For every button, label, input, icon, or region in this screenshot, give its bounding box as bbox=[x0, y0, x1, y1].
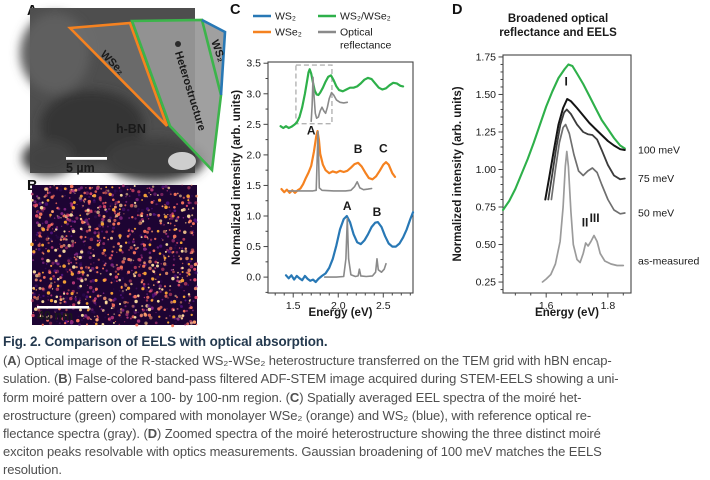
chart-title: reflectance and EELS bbox=[499, 27, 617, 39]
panel-c-chart: 1.5 2.0 2.5 0.0 0.5 1.0 1.5 2.0 2.5 3.0 3.5 Energy … bbox=[231, 11, 415, 319]
y-tick-label: 1.75 bbox=[476, 51, 497, 63]
axes-frame bbox=[267, 61, 414, 294]
legend-label: reflectance bbox=[340, 40, 392, 52]
caption-line: resolution. bbox=[3, 462, 62, 478]
y-axis-label: Normalized intensity (arb. units) bbox=[231, 90, 243, 265]
scale-bar-a bbox=[66, 157, 107, 160]
curve-label: 100 meV bbox=[638, 144, 680, 156]
y-tick-label: 1.5 bbox=[246, 180, 261, 192]
peak-annotation: B bbox=[373, 205, 382, 219]
y-tick-label: 0.25 bbox=[476, 277, 497, 289]
caption-line: form moiré pattern over a 100- by 100-nm… bbox=[3, 389, 582, 405]
x-tick-label: 2.5 bbox=[376, 300, 391, 312]
x-axis-label: Energy (eV) bbox=[309, 307, 373, 319]
peak-annotation: I bbox=[565, 74, 568, 88]
caption-heading: Fig. 2. Comparison of EELS with optical … bbox=[3, 334, 328, 349]
hbn-region-label: h-BN bbox=[116, 122, 146, 136]
x-tick-label: 1.8 bbox=[601, 300, 616, 312]
heterostructure-region bbox=[132, 20, 225, 170]
series-line bbox=[310, 76, 349, 123]
scale-bar-a-label: 5 µm bbox=[66, 161, 95, 175]
axis-tick-labels: 1.5 2.0 2.5 0.0 0.5 1.0 1.5 2.0 2.5 3.0 3.5 bbox=[246, 58, 390, 312]
ws2-outline bbox=[201, 18, 227, 96]
peak-annotation: C bbox=[379, 141, 388, 155]
scale-bar-b bbox=[37, 306, 89, 309]
peak-annotation: B bbox=[354, 142, 363, 156]
y-tick-label: 2.5 bbox=[246, 119, 261, 131]
series-line bbox=[501, 63, 626, 212]
series-line bbox=[323, 217, 387, 278]
x-tick-label: 1.6 bbox=[539, 300, 554, 312]
zoom-region-box bbox=[295, 64, 333, 125]
peak-annotation: A bbox=[343, 199, 352, 213]
legend-label: WSe₂ bbox=[275, 27, 302, 39]
series-line bbox=[541, 150, 625, 283]
peak-annotation: A bbox=[307, 124, 316, 138]
legend-label: Optical bbox=[340, 27, 373, 39]
caption-line: (A) Optical image of the R-stacked WS₂-W… bbox=[3, 353, 612, 369]
y-tick-label: 1.25 bbox=[476, 126, 497, 138]
y-tick-label: 3.0 bbox=[246, 88, 261, 100]
x-tick-label: 1.5 bbox=[286, 300, 301, 312]
panel-b-stem-image: 40 nm bbox=[30, 184, 198, 328]
axes-frame bbox=[502, 54, 632, 294]
heterostructure-outline bbox=[130, 18, 223, 173]
y-tick-label: 0.0 bbox=[246, 272, 261, 284]
bright-spot bbox=[168, 152, 196, 170]
axis-ticks bbox=[498, 56, 624, 298]
y-tick-label: 1.00 bbox=[476, 164, 497, 176]
y-tick-label: 0.50 bbox=[476, 239, 497, 251]
caption-body: (A) Optical image of the R-stacked WS₂-W… bbox=[3, 352, 707, 479]
series-line bbox=[547, 108, 626, 201]
caption-line: sulation. (B) False-colored band-pass fi… bbox=[3, 371, 619, 387]
panel-a-micrograph: WSe₂ Heterostructure WS₂ h-BN 5 µm bbox=[20, 8, 227, 182]
series-line bbox=[279, 68, 405, 130]
series-line bbox=[280, 130, 397, 194]
peak-annotation: III bbox=[590, 211, 600, 225]
x-axis-label: Energy (eV) bbox=[535, 307, 599, 319]
curve-label: 50 meV bbox=[638, 208, 674, 220]
panel-d-chart: 1.6 1.8 0.25 0.50 0.75 1.00 1.25 1.50 1.75 Energy… bbox=[452, 13, 699, 319]
y-tick-label: 2.0 bbox=[246, 149, 261, 161]
y-axis-label: Normalized intensity (arb. units) bbox=[452, 86, 464, 261]
series-line bbox=[287, 130, 373, 192]
caption-line: exciton peaks resolvable with optics mea… bbox=[3, 444, 602, 460]
wse2-outline bbox=[67, 21, 169, 127]
moire-speckle-pattern bbox=[30, 184, 198, 328]
y-tick-label: 1.0 bbox=[246, 211, 261, 223]
y-tick-label: 0.75 bbox=[476, 202, 497, 214]
series-line bbox=[550, 123, 626, 215]
figure-caption: Fig. 2. Comparison of EELS with optical … bbox=[3, 333, 707, 480]
caption-line: flectance spectra (gray). (D) Zoomed spe… bbox=[3, 426, 601, 442]
y-tick-label: 0.5 bbox=[246, 241, 261, 253]
caption-line: erostructure (green) compared with monol… bbox=[3, 407, 592, 423]
axis-tick-labels: 1.6 1.8 0.25 0.50 0.75 1.00 1.25 1.50 1.75 bbox=[476, 51, 616, 312]
panel-d-label: D bbox=[452, 2, 463, 18]
scale-bar-b-label: 40 nm bbox=[37, 309, 73, 323]
series-line bbox=[284, 211, 415, 284]
x-tick-label: 2.0 bbox=[331, 300, 346, 312]
legend-label: WS₂/WSe₂ bbox=[340, 11, 391, 23]
peak-annotation: II bbox=[582, 216, 589, 230]
axis-ticks bbox=[263, 62, 411, 298]
y-tick-label: 3.5 bbox=[246, 58, 261, 70]
series-line bbox=[544, 98, 626, 201]
legend-label: WS₂ bbox=[275, 11, 296, 23]
curve-label: as-measured bbox=[638, 256, 699, 268]
y-tick-label: 1.50 bbox=[476, 89, 497, 101]
defect-spot bbox=[175, 41, 181, 47]
micrograph-texture bbox=[20, 13, 205, 182]
curve-label: 75 meV bbox=[638, 173, 674, 185]
panel-c-label: C bbox=[230, 2, 241, 18]
chart-title: Broadened optical bbox=[508, 13, 608, 25]
